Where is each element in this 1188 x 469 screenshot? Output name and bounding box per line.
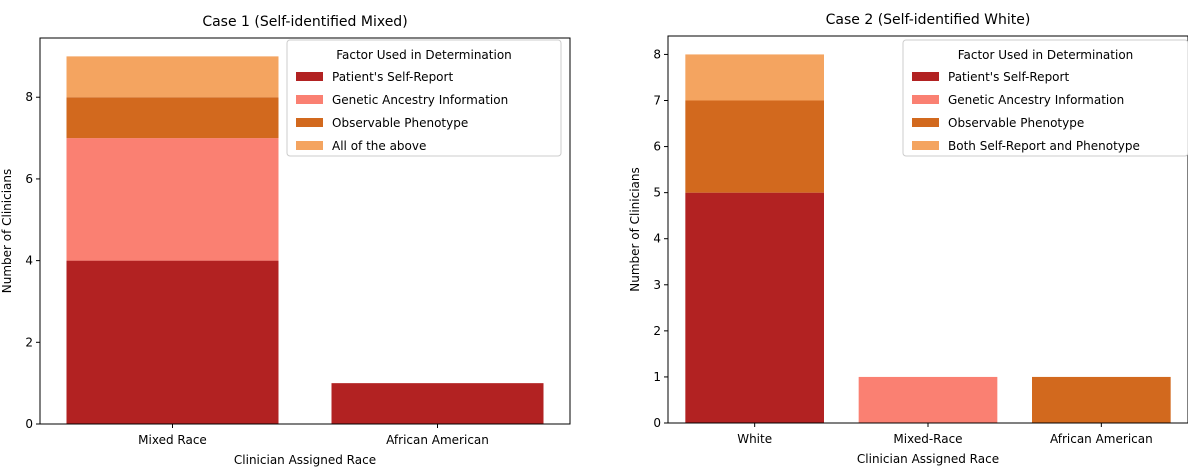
chart2-ylabel: Number of Clinicians <box>628 167 642 292</box>
chart2-legend-swatch-2 <box>912 95 939 104</box>
chart1-ylabel: Number of Clinicians <box>0 169 14 294</box>
chart2-xtick-label: Mixed-Race <box>893 432 962 446</box>
chart2-legend-swatch-4 <box>912 141 939 150</box>
chart2-legend-label-3: Observable Phenotype <box>948 116 1084 130</box>
chart1-legend-swatch-2 <box>296 95 323 104</box>
chart1-legend-label-3: Observable Phenotype <box>332 116 468 130</box>
chart2-ytick-label: 7 <box>653 94 661 108</box>
chart2-ytick-label: 4 <box>653 232 661 246</box>
chart1-xtick-label: African American <box>386 433 489 447</box>
chart1-legend-label-4: All of the above <box>332 139 426 153</box>
chart2-ytick-label: 5 <box>653 186 661 200</box>
chart2-bar-1-series-3 <box>685 100 824 193</box>
chart2-bar-1-series-1 <box>685 192 824 423</box>
chart2-legend-label-4: Both Self-Report and Phenotype <box>948 139 1140 153</box>
chart2-ytick-label: 1 <box>653 370 661 384</box>
chart2-xlabel: Clinician Assigned Race <box>857 452 999 466</box>
chart2-xtick-label: African American <box>1050 432 1153 446</box>
chart1-bar-2-series-1 <box>331 383 544 424</box>
chart2-legend-label-2: Genetic Ancestry Information <box>948 93 1124 107</box>
chart1-legend-label-1: Patient's Self-Report <box>332 70 453 84</box>
chart2-legend-label-1: Patient's Self-Report <box>948 70 1069 84</box>
chart1-bar-1-series-3 <box>66 97 279 139</box>
chart2-ytick-label: 0 <box>653 416 661 430</box>
chart2-legend-title: Factor Used in Determination <box>958 48 1134 62</box>
chart1-ytick-label: 8 <box>25 90 33 104</box>
chart2-ytick-label: 8 <box>653 47 661 61</box>
chart2-bar-1-series-4 <box>685 54 824 101</box>
chart1-legend-label-2: Genetic Ancestry Information <box>332 93 508 107</box>
chart2-bar-2-series-2 <box>858 376 998 423</box>
chart1-bar-1-series-2 <box>66 138 279 261</box>
chart1-legend-title: Factor Used in Determination <box>336 48 512 62</box>
chart1-ytick-label: 6 <box>25 172 33 186</box>
chart1-ytick-label: 2 <box>25 335 33 349</box>
chart1-ytick-label: 4 <box>25 254 33 268</box>
chart1-title: Case 1 (Self-identified Mixed) <box>202 14 407 30</box>
chart2-legend-swatch-1 <box>912 72 939 81</box>
chart2-xtick-label: White <box>737 432 772 446</box>
chart2-legend-box <box>902 39 1188 157</box>
chart1-xtick-label: Mixed Race <box>138 433 207 447</box>
chart1-xlabel: Clinician Assigned Race <box>234 453 376 467</box>
chart1-ytick-label: 0 <box>25 417 33 431</box>
chart2-title: Case 2 (Self-identified White) <box>826 12 1031 28</box>
chart1-legend-swatch-4 <box>296 141 323 150</box>
chart2-bar-3-series-3 <box>1032 376 1171 423</box>
chart1-legend-swatch-1 <box>296 72 323 81</box>
chart2-legend-swatch-3 <box>912 118 939 127</box>
chart2-ytick-label: 6 <box>653 140 661 154</box>
chart1-plot-frame <box>39 37 571 425</box>
chart1-legend-box <box>286 39 562 157</box>
chart1-legend-swatch-3 <box>296 118 323 127</box>
chart1-bar-1-series-4 <box>66 56 279 98</box>
chart2-ytick-label: 2 <box>653 324 661 338</box>
chart2-ytick-label: 3 <box>653 278 661 292</box>
chart1-bar-1-series-1 <box>66 260 279 424</box>
